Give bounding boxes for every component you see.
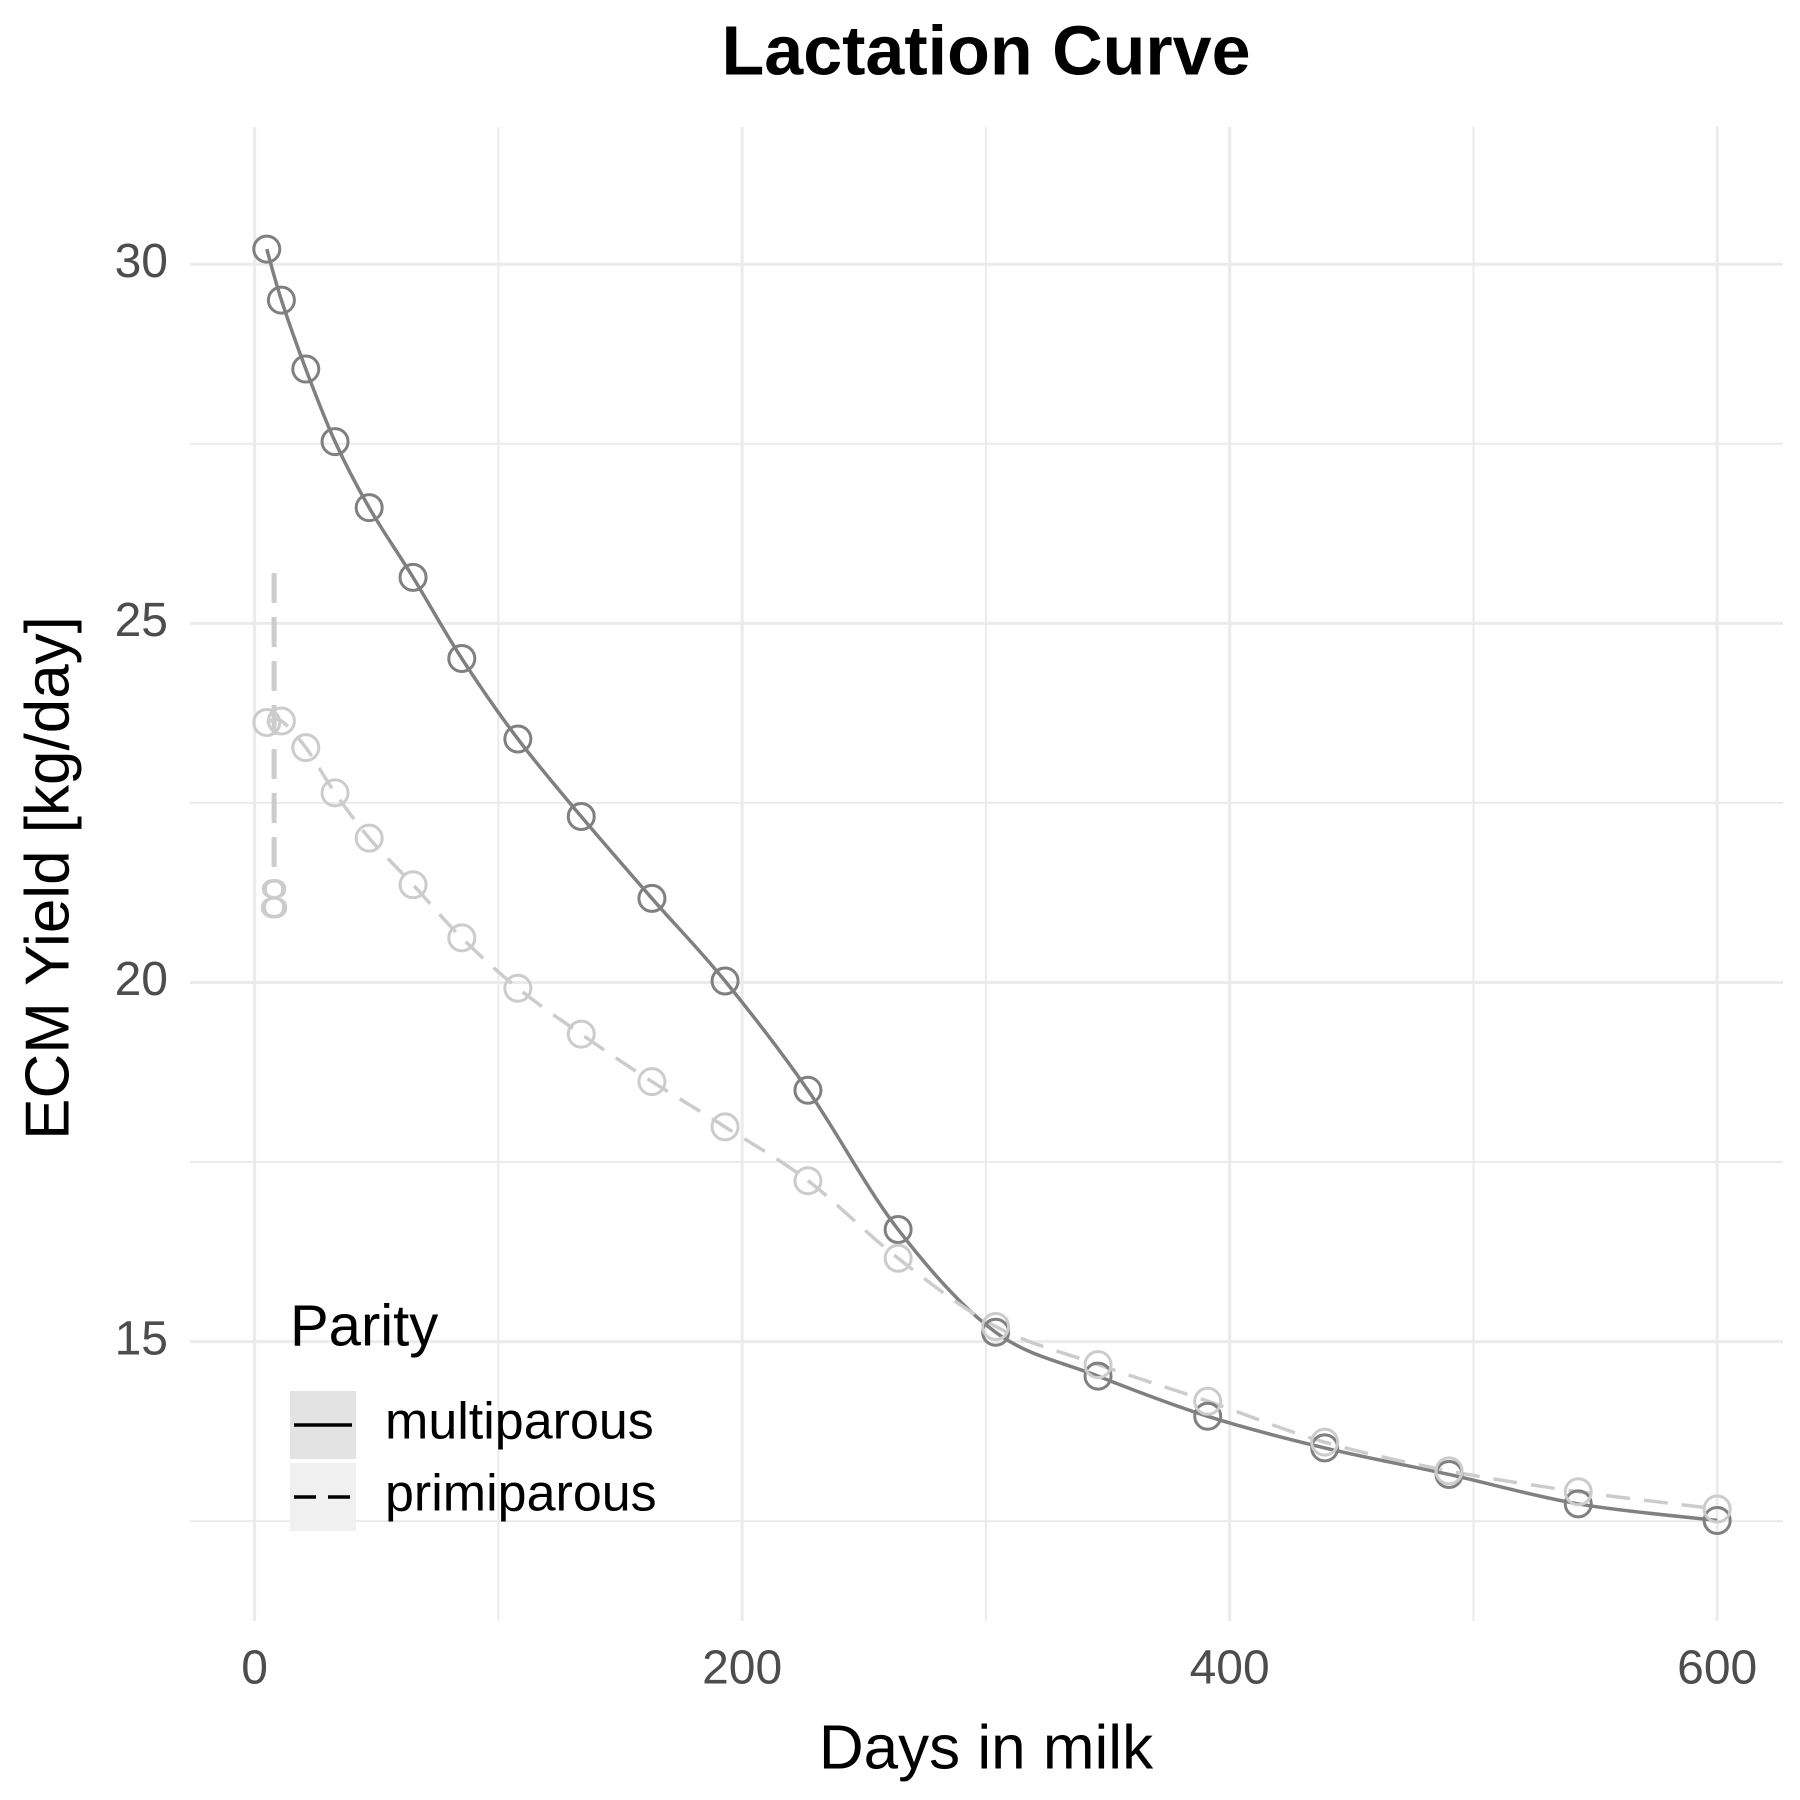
grid bbox=[190, 127, 1783, 1621]
data-point bbox=[981, 1312, 1011, 1342]
y-tick-label: 20 bbox=[115, 953, 168, 1006]
data-point bbox=[320, 778, 350, 808]
data-point bbox=[252, 707, 282, 737]
data-point bbox=[354, 493, 384, 523]
series-line bbox=[265, 248, 1718, 1523]
data-point bbox=[291, 733, 321, 763]
data-point bbox=[637, 1067, 667, 1097]
data-point bbox=[266, 706, 296, 736]
annotation-text: 8 bbox=[259, 867, 290, 930]
data-point bbox=[710, 966, 740, 996]
y-tick-label: 15 bbox=[115, 1312, 168, 1365]
data-point bbox=[637, 883, 667, 913]
data-point bbox=[883, 1243, 913, 1273]
x-tick-label: 0 bbox=[241, 1642, 268, 1695]
data-point bbox=[1193, 1386, 1223, 1416]
data-point bbox=[1083, 1361, 1113, 1391]
data-point bbox=[354, 823, 384, 853]
data-point bbox=[1434, 1456, 1464, 1486]
legend-title: Parity bbox=[290, 1293, 438, 1358]
series-line bbox=[266, 717, 1718, 1511]
data-point bbox=[320, 427, 350, 457]
data-point bbox=[566, 802, 596, 832]
data-point bbox=[503, 973, 533, 1003]
data-point bbox=[398, 870, 428, 900]
data-point bbox=[793, 1166, 823, 1196]
y-tick-label: 25 bbox=[115, 594, 168, 647]
legend-label: multiparous bbox=[385, 1393, 654, 1451]
x-axis-title: Days in milk bbox=[819, 1713, 1154, 1782]
data-point bbox=[447, 644, 477, 674]
data-point bbox=[503, 724, 533, 754]
data-point bbox=[1310, 1427, 1340, 1457]
data-point bbox=[793, 1075, 823, 1105]
x-tick-label: 600 bbox=[1677, 1642, 1757, 1695]
data-point bbox=[291, 354, 321, 384]
data-point bbox=[1083, 1350, 1113, 1380]
data-point bbox=[566, 1019, 596, 1049]
data-point bbox=[710, 1112, 740, 1142]
data-point bbox=[1702, 1494, 1732, 1524]
data-point bbox=[1563, 1477, 1593, 1507]
chart-title: Lactation Curve bbox=[722, 11, 1251, 89]
y-axis-title: ECM Yield [kg/day] bbox=[13, 616, 82, 1140]
data-point bbox=[252, 234, 282, 264]
data-point bbox=[1563, 1489, 1593, 1519]
data-point bbox=[883, 1215, 913, 1245]
x-tick-label: 200 bbox=[702, 1642, 782, 1695]
y-tick-label: 30 bbox=[115, 235, 168, 288]
legend-label: primiparous bbox=[385, 1465, 657, 1523]
data-point bbox=[447, 923, 477, 953]
x-tick-label: 400 bbox=[1190, 1642, 1270, 1695]
data-point bbox=[1702, 1505, 1732, 1535]
data-point bbox=[398, 562, 428, 592]
data-point bbox=[1193, 1401, 1223, 1431]
data-point bbox=[266, 285, 296, 315]
